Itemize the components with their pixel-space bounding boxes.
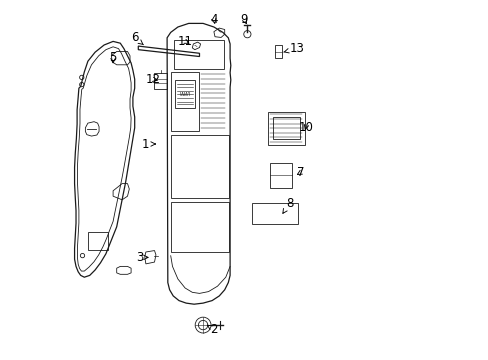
Text: 2: 2: [207, 323, 217, 336]
Text: 12: 12: [145, 73, 160, 86]
Text: 9: 9: [240, 13, 248, 26]
Text: 5: 5: [109, 51, 117, 64]
Text: 11: 11: [177, 35, 192, 48]
Text: 3: 3: [136, 251, 148, 264]
Text: 13: 13: [283, 42, 304, 55]
Text: 1: 1: [142, 138, 155, 150]
Text: 10: 10: [298, 121, 312, 134]
Text: 8: 8: [282, 197, 293, 213]
Text: 6: 6: [131, 31, 143, 45]
Text: 7: 7: [296, 166, 304, 179]
Text: WWI: WWI: [179, 92, 190, 97]
Text: 4: 4: [210, 13, 217, 26]
